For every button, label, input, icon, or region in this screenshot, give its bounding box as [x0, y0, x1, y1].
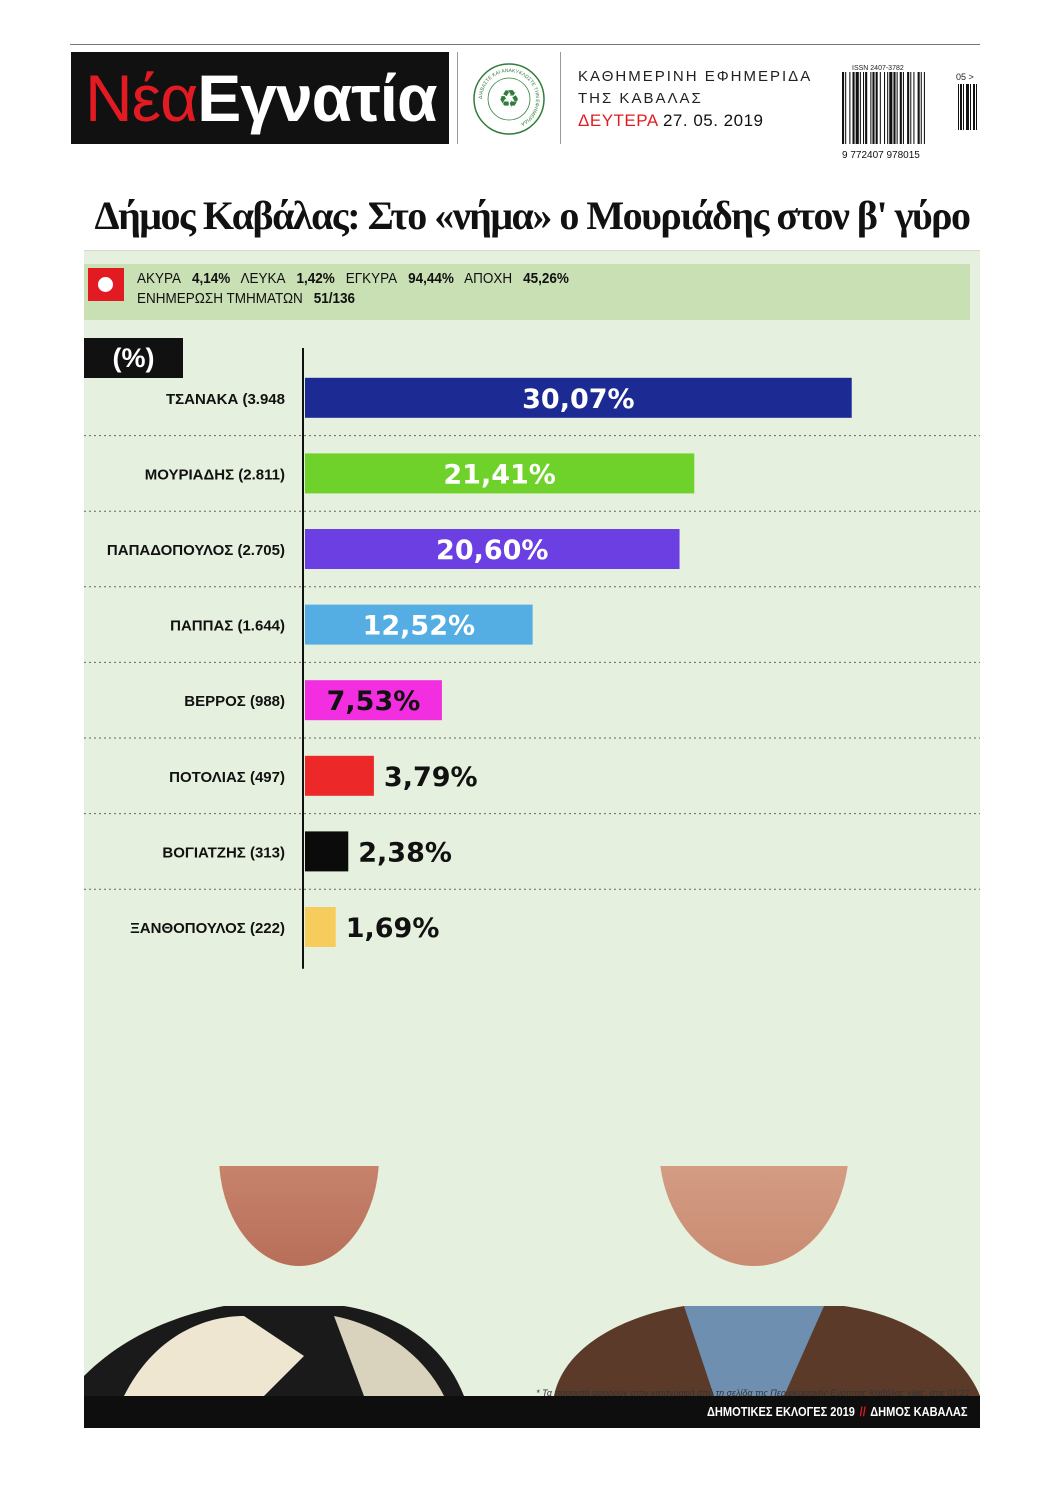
barcode-icon: ISSN 2407-3782 05 > 9 772407 978015 — [842, 65, 977, 160]
abstention-value: 45,26% — [523, 270, 569, 287]
barcode-bar — [884, 72, 886, 144]
footnote: * Τα ποσοστά αφορούν στην καταγραφή από … — [536, 1388, 970, 1398]
barcode-bar — [863, 72, 865, 144]
recycle-seal-icon: ΔΙΑΒΑΣΤΕ ΚΑΙ ΑΝΑΚΥΚΛΩΣΤΕ ΤΗΝ ΕΦΗΜΕΡΙΔΑ ♻ — [473, 63, 545, 135]
category-label: ΠΑΠΑΔΟΠΟΥΛΟΣ (2.705) — [107, 542, 285, 559]
stats-band — [84, 264, 970, 320]
barcode-addon-bar — [960, 84, 962, 130]
date-day: ΔΕΥΤΕΡΑ — [578, 111, 658, 130]
barcode-addon-bar — [970, 84, 971, 130]
category-label: ΜΟΥΡΙΑΔΗΣ (2.811) — [145, 466, 285, 483]
category-label: ΤΣΑΝΑΚΑ (3.948 — [166, 391, 285, 408]
top-rule — [70, 44, 980, 45]
barcode-bar — [902, 72, 904, 144]
barcode-bar — [907, 72, 910, 144]
bar — [305, 604, 533, 645]
barcode-bar — [899, 72, 902, 144]
barcode-bar — [920, 72, 922, 144]
category-label: ΞΑΝΘΟΠΟΥΛΟΣ (222) — [130, 920, 285, 937]
newspaper-logo: ΝέαΕγνατία — [71, 52, 449, 144]
bar — [305, 453, 695, 494]
masthead-line-2: ΤΗΣ ΚΑΒΑΛΑΣ — [578, 90, 703, 107]
data-label: 12,52% — [363, 611, 475, 642]
data-label: 20,60% — [436, 535, 548, 566]
bar — [305, 907, 336, 947]
barcode-bar — [893, 72, 896, 144]
date-value: 27. 05. 2019 — [662, 111, 764, 130]
barcode-bar — [896, 72, 898, 144]
category-label: ΠΟΤΟΛΙΑΣ (497) — [169, 769, 285, 786]
invalid-value: 4,14% — [191, 270, 231, 287]
barcode-bar — [887, 72, 889, 144]
live-record-icon — [88, 268, 124, 301]
barcode-bar — [917, 72, 920, 144]
election-stats: ΑΚΥΡΑ 4,14% ΛΕΥΚΑ 1,42% ΕΓΚΥΡΑ 94,44% ΑΠ… — [137, 270, 569, 307]
category-label: ΒΕΡΡΟΣ (988) — [184, 693, 285, 710]
barcode-bar — [875, 72, 878, 144]
main-panel: Δήμος Καβάλας: Στο «νήμα» ο Μουριάδης στ… — [84, 168, 980, 1428]
footer-section-label: ΔΗΜΟΤΙΚΕΣ ΕΚΛΟΓΕΣ 2019 // ΔΗΜΟΣ ΚΑΒΑΛΑΣ — [707, 1404, 968, 1419]
bar — [305, 831, 349, 872]
masthead-date: ΔΕΥΤΕΡΑ 27. 05. 2019 — [578, 110, 812, 132]
barcode-bar — [845, 72, 847, 144]
barcode-bar — [889, 72, 893, 144]
barcode-bar — [855, 72, 859, 144]
footer-bar: ΔΗΜΟΤΙΚΕΣ ΕΚΛΟΓΕΣ 2019 // ΔΗΜΟΣ ΚΑΒΑΛΑΣ — [84, 1396, 980, 1428]
data-label: 2,38% — [358, 837, 452, 868]
bar — [305, 529, 680, 569]
masthead-divider — [457, 52, 458, 144]
barcode-bar — [865, 72, 868, 144]
data-label: 7,53% — [327, 686, 421, 717]
results-bar-chart: ΤΣΑΝΑΚΑ (3.948 30,07% ΜΟΥΡΙΑΔΗΣ (2.811) 21,… — [84, 348, 980, 969]
barcode-bar — [870, 72, 872, 144]
barcode-bar — [923, 72, 925, 144]
issn-text: ISSN 2407-3782 — [852, 65, 904, 72]
update-value: 51/136 — [313, 290, 356, 307]
barcode-bar — [872, 72, 875, 144]
svg-text:♻: ♻ — [498, 85, 520, 113]
barcode-bar — [910, 72, 912, 144]
masthead-divider-2 — [560, 52, 561, 144]
barcode-addon-bar — [966, 84, 969, 130]
candidates-photo — [84, 1166, 980, 1396]
barcode-bar — [879, 72, 881, 144]
category-label: ΒΟΓΙΑΤΖΗΣ (313) — [162, 844, 285, 861]
logo-part-1: Νέα — [85, 61, 198, 135]
category-label: ΠΑΠΠΑΣ (1.644) — [170, 618, 285, 635]
bar — [305, 680, 442, 721]
barcode-addon-bar — [976, 84, 977, 130]
bar — [305, 377, 852, 418]
issue-code: 05 > — [956, 72, 974, 82]
barcode-bar — [849, 72, 851, 144]
barcode-addon-bar — [973, 84, 975, 130]
bar — [305, 755, 374, 796]
barcode-bar — [859, 72, 861, 144]
barcode-addon-bar — [958, 84, 959, 130]
page-headline: Δήμος Καβάλας: Στο «νήμα» ο Μουριάδης στ… — [94, 193, 971, 238]
barcode-number: 9 772407 978015 — [842, 150, 920, 160]
blank-value: 1,42% — [296, 270, 335, 287]
data-label: 1,69% — [346, 913, 440, 944]
barcode-bar — [913, 72, 915, 144]
barcode-bar — [852, 72, 855, 144]
headline-band: Δήμος Καβάλας: Στο «νήμα» ο Μουριάδης στ… — [84, 168, 980, 251]
data-label: 30,07% — [522, 384, 634, 415]
logo-part-2: Εγνατία — [197, 61, 437, 135]
percent-unit-label: (%) — [84, 338, 183, 378]
masthead-info: ΚΑΘΗΜΕΡΙΝΗ ΕΦΗΜΕΡΙΔΑ ΤΗΣ ΚΑΒΑΛΑΣ ΔΕΥΤΕΡΑ… — [578, 66, 812, 132]
barcode-bar — [842, 72, 845, 144]
data-label: 21,41% — [443, 459, 555, 490]
barcode-addon-bar — [963, 84, 964, 130]
valid-value: 94,44% — [408, 270, 454, 287]
masthead-line-1: ΚΑΘΗΜΕΡΙΝΗ ΕΦΗΜΕΡΙΔΑ — [578, 68, 813, 85]
data-label: 3,79% — [384, 762, 478, 793]
